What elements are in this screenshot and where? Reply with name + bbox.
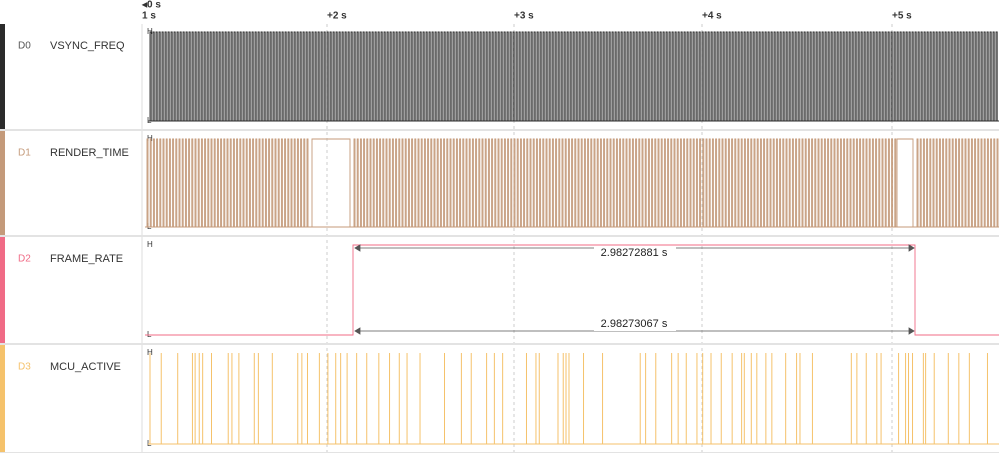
ruler-label: +4 s	[702, 11, 722, 22]
level-high: H	[147, 240, 153, 249]
ruler-label: +2 s	[327, 11, 347, 22]
measurement-label: 2.98272881 s	[601, 247, 668, 259]
level-high: H	[147, 348, 153, 357]
waveform	[148, 353, 999, 445]
ruler-label: +5 s	[892, 11, 912, 22]
channel-color-bar	[0, 345, 5, 452]
channel-name: MCU_ACTIVE	[50, 361, 121, 373]
waveform	[145, 244, 999, 336]
waveform	[145, 138, 999, 228]
ruler-label: +3 s	[514, 11, 534, 22]
channel-name: FRAME_RATE	[50, 253, 123, 265]
measurement-label: 2.98273067 s	[601, 318, 668, 330]
time-ruler: ◂0 s 1 s +2 s +3 s +4 s +5 s	[141, 0, 912, 22]
channel-name: VSYNC_FREQ	[50, 40, 125, 52]
measurement-label-bg	[594, 317, 676, 331]
channel-id: D3	[18, 362, 31, 373]
ruler-start: ◂0 s	[141, 0, 161, 11]
channel-id: D1	[18, 148, 31, 159]
channel-id: D0	[18, 41, 31, 52]
waveform	[148, 31, 999, 122]
ruler-label: 1 s	[142, 11, 156, 22]
channel-color-bar	[0, 237, 5, 343]
channel-id: D2	[18, 254, 31, 265]
measurement-label-bg	[594, 246, 676, 260]
channel-name: RENDER_TIME	[50, 147, 129, 159]
channel-color-bar	[0, 131, 5, 235]
channel-color-bar	[0, 24, 5, 129]
